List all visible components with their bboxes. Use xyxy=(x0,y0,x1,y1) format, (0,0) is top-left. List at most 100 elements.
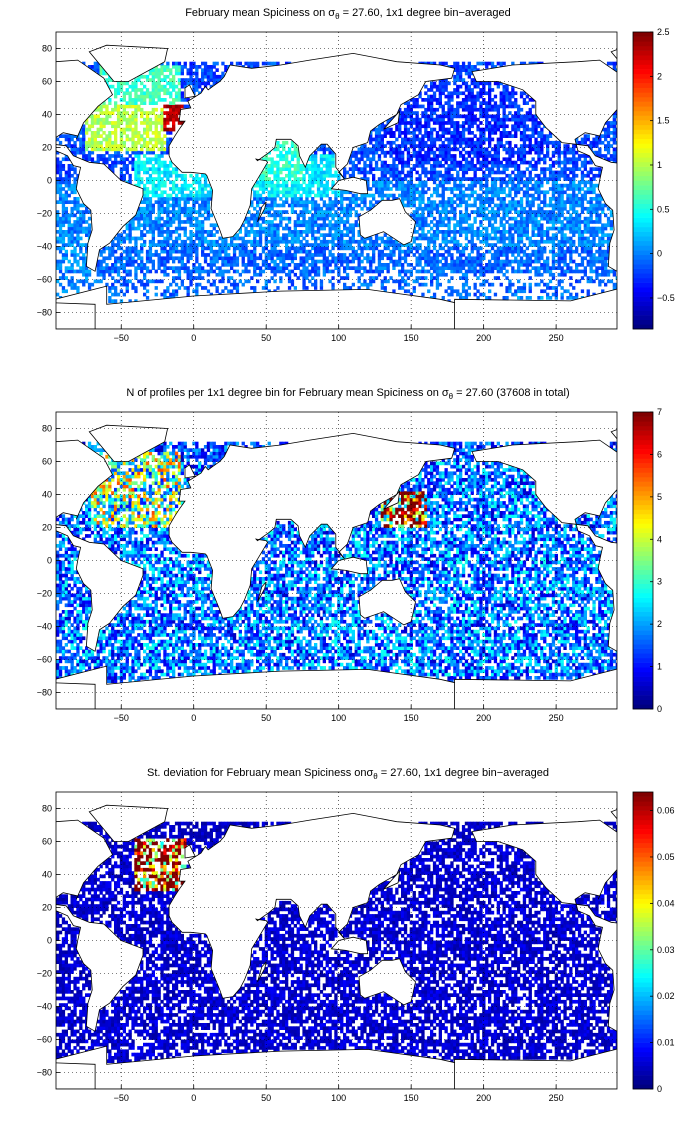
data-cell xyxy=(85,154,89,158)
data-cell xyxy=(76,239,80,244)
data-cell xyxy=(441,190,445,195)
data-cell xyxy=(374,187,379,191)
data-cell xyxy=(334,220,338,224)
data-cell xyxy=(438,117,442,122)
data-cell xyxy=(470,121,474,125)
data-cell xyxy=(195,197,199,201)
data-cell xyxy=(212,243,216,247)
data-cell xyxy=(415,121,419,125)
data-cell xyxy=(261,220,266,224)
data-cell xyxy=(209,259,213,264)
data-cell xyxy=(114,259,118,264)
data-cell xyxy=(198,220,202,224)
data-cell xyxy=(441,223,445,228)
data-cell xyxy=(296,154,300,158)
data-cell xyxy=(438,272,442,277)
data-cell xyxy=(273,190,277,195)
data-cell xyxy=(137,256,141,261)
data-cell xyxy=(308,210,312,214)
data-cell xyxy=(490,187,495,191)
data-cell xyxy=(360,272,364,277)
data-cell xyxy=(461,134,466,138)
data-cell xyxy=(140,230,144,234)
data-cell xyxy=(459,256,463,261)
data-cell xyxy=(476,269,480,274)
data-cell xyxy=(401,170,405,175)
data-cell xyxy=(337,236,341,241)
data-cell xyxy=(108,84,112,89)
data-cell xyxy=(450,98,454,102)
data-cell xyxy=(496,107,500,112)
data-cell xyxy=(67,177,71,181)
data-cell xyxy=(253,286,257,290)
data-cell xyxy=(464,243,469,247)
data-cell xyxy=(189,282,193,287)
data-cell xyxy=(116,114,121,119)
data-cell xyxy=(488,173,492,178)
data-cell xyxy=(456,220,460,224)
data-cell xyxy=(258,187,263,191)
data-cell xyxy=(441,233,445,237)
data-cell xyxy=(282,226,286,231)
data-cell xyxy=(140,256,144,261)
data-cell xyxy=(354,253,358,257)
data-cell xyxy=(470,124,474,129)
data-cell xyxy=(151,71,155,76)
data-cell xyxy=(114,236,118,241)
data-cell xyxy=(412,253,416,257)
data-cell xyxy=(140,167,144,171)
data-cell xyxy=(432,173,437,178)
data-cell xyxy=(447,223,451,228)
data-cell xyxy=(67,167,71,171)
data-cell xyxy=(461,114,466,119)
data-cell xyxy=(386,269,390,274)
data-cell xyxy=(316,167,321,171)
data-cell xyxy=(461,173,466,178)
data-cell xyxy=(102,154,106,158)
data-cell xyxy=(508,246,512,251)
data-cell xyxy=(198,243,202,247)
data-cell xyxy=(418,94,422,99)
data-cell xyxy=(221,289,225,294)
data-cell xyxy=(409,124,413,129)
data-cell xyxy=(172,213,176,218)
data-cell xyxy=(90,157,95,162)
data-cell xyxy=(172,98,176,102)
data-cell xyxy=(409,269,413,274)
data-cell xyxy=(398,279,402,284)
data-cell xyxy=(444,272,448,277)
data-cell xyxy=(79,147,83,152)
data-cell xyxy=(264,203,268,208)
data-cell xyxy=(305,187,309,191)
data-cell xyxy=(438,230,442,234)
data-cell xyxy=(395,263,399,267)
data-cell xyxy=(256,239,260,244)
data-cell xyxy=(160,183,164,188)
data-cell xyxy=(192,84,196,89)
data-cell xyxy=(343,239,347,244)
data-cell xyxy=(476,226,480,231)
data-cell xyxy=(499,246,503,251)
data-cell xyxy=(169,243,173,247)
data-cell xyxy=(166,91,170,96)
data-cell xyxy=(296,164,300,168)
data-cell xyxy=(461,200,466,204)
data-cell xyxy=(418,124,422,129)
data-cell xyxy=(282,266,286,270)
data-cell xyxy=(325,216,329,221)
data-cell xyxy=(464,263,469,267)
data-cell xyxy=(467,230,471,234)
data-cell xyxy=(143,266,147,270)
data-cell xyxy=(131,259,135,264)
data-cell xyxy=(322,157,326,162)
data-cell xyxy=(172,74,176,79)
data-cell xyxy=(218,253,222,257)
data-cell xyxy=(499,124,503,129)
data-cell xyxy=(73,226,77,231)
data-cell xyxy=(377,167,382,171)
data-cell xyxy=(412,246,416,251)
data-cell xyxy=(172,170,176,175)
data-cell xyxy=(421,233,425,237)
data-cell xyxy=(258,183,263,188)
data-cell xyxy=(61,177,66,181)
